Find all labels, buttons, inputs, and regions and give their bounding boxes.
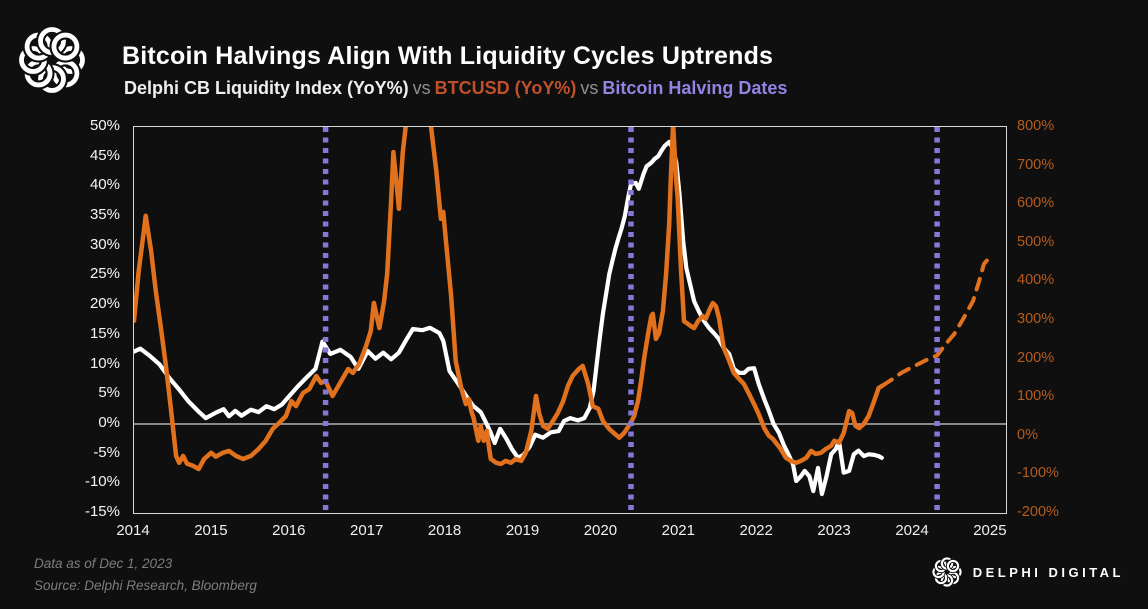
subtitle-liquidity-label: Delphi CB Liquidity Index (YoY%): [124, 78, 409, 98]
y-left-tick: 15%: [89, 324, 120, 342]
y-left-tick: 50%: [89, 117, 120, 134]
y-right-tick: 800%: [1017, 118, 1055, 134]
chart-subtitle: Delphi CB Liquidity Index (YoY%) vs BTCUSD…: [124, 78, 787, 99]
subtitle-halving-label: Bitcoin Halving Dates: [602, 78, 788, 98]
x-axis-tick: 2016: [272, 522, 306, 539]
y-right-tick: 0%: [1017, 426, 1038, 443]
chart-title: Bitcoin Halvings Align With Liquidity Cy…: [122, 42, 774, 70]
x-axis-tick: 2014: [116, 522, 150, 539]
plot-area: [133, 126, 1007, 514]
line-chart: [134, 127, 1006, 513]
y-left-tick: 20%: [89, 295, 120, 313]
btcusd-projection-line: [880, 252, 995, 388]
x-axis-tick: 2019: [505, 522, 540, 539]
y-right-tick: 400%: [1017, 272, 1055, 289]
y-left-tick: 0%: [98, 413, 120, 431]
x-axis-tick: 2024: [895, 522, 929, 539]
x-axis-tick: 2021: [661, 522, 695, 539]
y-left-tick: 45%: [89, 146, 120, 164]
y-right-tick: -200%: [1017, 504, 1059, 520]
liquidity-index-line: [134, 139, 884, 497]
delphi-digital-logo-icon: [931, 556, 963, 588]
y-right-tick: 700%: [1017, 156, 1055, 173]
y-left-tick: 5%: [98, 384, 120, 402]
y-left-tick: 10%: [89, 354, 120, 372]
y-left-tick: 30%: [89, 235, 120, 253]
x-axis-tick: 2015: [194, 522, 228, 539]
delphi-knot-logo-icon: [17, 25, 87, 95]
brand-wordmark: DELPHI DIGITAL: [972, 564, 1124, 580]
y-left-tick: 35%: [89, 206, 120, 224]
source-text: Source: Delphi Research, Bloomberg: [34, 578, 257, 593]
y-right-tick: 200%: [1017, 349, 1055, 366]
x-axis-tick: 2022: [739, 522, 773, 539]
y-left-tick: -5%: [93, 443, 120, 461]
footnote: Data as of Dec 1, 2023 Source: Delphi Re…: [34, 553, 257, 597]
x-axis-tick: 2017: [350, 522, 384, 539]
y-right-tick: 100%: [1017, 388, 1055, 405]
data-as-of-text: Data as of Dec 1, 2023: [34, 556, 173, 571]
x-axis-tick: 2023: [817, 522, 851, 539]
x-axis-tick: 2025: [973, 522, 1007, 539]
y-right-tick: -100%: [1017, 465, 1059, 482]
brand-lockup: DELPHI DIGITAL: [931, 556, 1124, 588]
subtitle-btcusd-label: BTCUSD (YoY%): [434, 78, 577, 98]
y-left-tick: 25%: [89, 265, 120, 283]
knot-loop: [946, 559, 959, 573]
subtitle-vs-1: vs: [412, 78, 431, 98]
y-right-tick: 300%: [1017, 311, 1055, 327]
y-left-tick: -15%: [84, 503, 120, 520]
y-left-tick: 40%: [89, 176, 120, 194]
y-left-tick: -10%: [84, 473, 120, 491]
y-right-tick: 600%: [1017, 195, 1055, 212]
btcusd-line: [134, 127, 885, 472]
y-right-tick: 500%: [1017, 233, 1055, 250]
x-axis-tick: 2020: [583, 522, 618, 539]
subtitle-vs-2: vs: [580, 78, 599, 98]
x-axis-tick: 2018: [427, 522, 462, 539]
knot-loop: [51, 32, 80, 61]
